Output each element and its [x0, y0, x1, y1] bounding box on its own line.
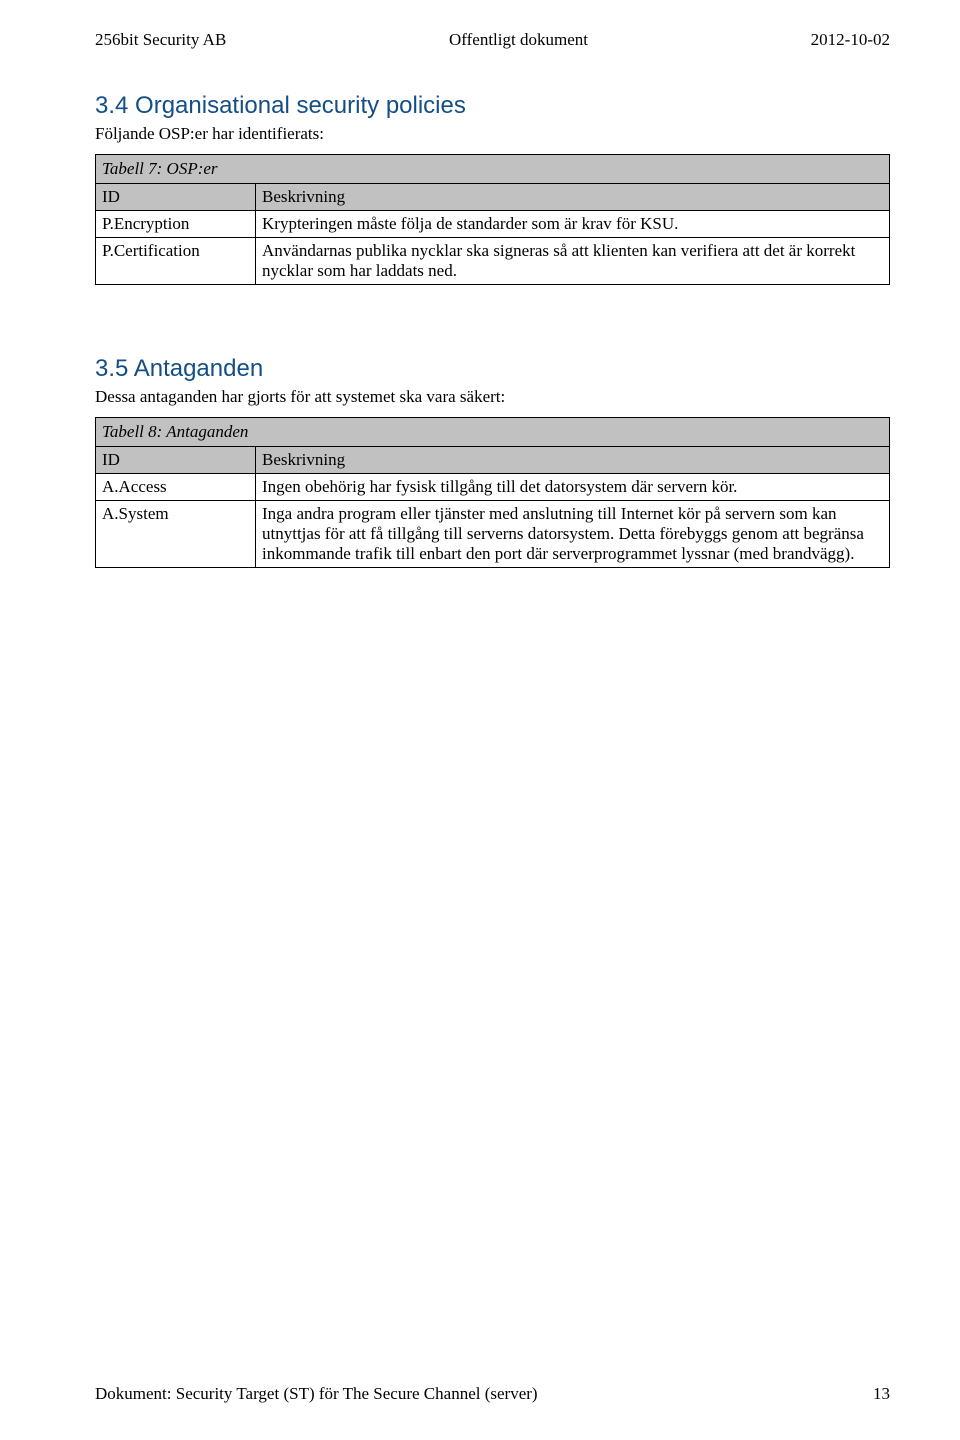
- section-3-4-heading: 3.4 Organisational security policies: [95, 92, 890, 120]
- section-3-5-intro: Dessa antaganden har gjorts för att syst…: [95, 387, 890, 407]
- table-8-row1-id: A.System: [96, 501, 256, 568]
- table-8-antaganden: Tabell 8: Antaganden ID Beskrivning A.Ac…: [95, 417, 890, 568]
- table-7-row0-desc: Krypteringen måste följa de standarder s…: [256, 211, 890, 238]
- table-7-row1-desc: Användarnas publika nycklar ska signeras…: [256, 238, 890, 285]
- section-3-5-heading: 3.5 Antaganden: [95, 355, 890, 383]
- page-header: 256bit Security AB Offentligt dokument 2…: [95, 30, 890, 50]
- table-row: A.Access Ingen obehörig har fysisk tillg…: [96, 474, 890, 501]
- header-right: 2012-10-02: [811, 30, 890, 50]
- table-header-row: ID Beskrivning: [96, 184, 890, 211]
- footer-page-number: 13: [873, 1384, 890, 1404]
- table-7-osper: Tabell 7: OSP:er ID Beskrivning P.Encryp…: [95, 154, 890, 285]
- section-3-4-intro: Följande OSP:er har identifierats:: [95, 124, 890, 144]
- page-footer: Dokument: Security Target (ST) för The S…: [95, 1384, 890, 1404]
- header-center: Offentligt dokument: [449, 30, 588, 50]
- footer-doc-title: Dokument: Security Target (ST) för The S…: [95, 1384, 538, 1404]
- table-row: P.Encryption Krypteringen måste följa de…: [96, 211, 890, 238]
- table-7-caption: Tabell 7: OSP:er: [95, 154, 890, 183]
- table-header-row: ID Beskrivning: [96, 447, 890, 474]
- table-8-header-id: ID: [96, 447, 256, 474]
- table-7-row0-id: P.Encryption: [96, 211, 256, 238]
- table-8-caption: Tabell 8: Antaganden: [95, 417, 890, 446]
- document-page: 256bit Security AB Offentligt dokument 2…: [0, 0, 960, 1440]
- header-left: 256bit Security AB: [95, 30, 226, 50]
- table-8-row1-desc: Inga andra program eller tjänster med an…: [256, 501, 890, 568]
- table-8-row0-id: A.Access: [96, 474, 256, 501]
- table-8-row0-desc: Ingen obehörig har fysisk tillgång till …: [256, 474, 890, 501]
- table-8-header-desc: Beskrivning: [256, 447, 890, 474]
- table-7-header-id: ID: [96, 184, 256, 211]
- table-row: P.Certification Användarnas publika nyck…: [96, 238, 890, 285]
- table-7-row1-id: P.Certification: [96, 238, 256, 285]
- table-7-header-desc: Beskrivning: [256, 184, 890, 211]
- table-row: A.System Inga andra program eller tjänst…: [96, 501, 890, 568]
- section-spacer: [95, 321, 890, 355]
